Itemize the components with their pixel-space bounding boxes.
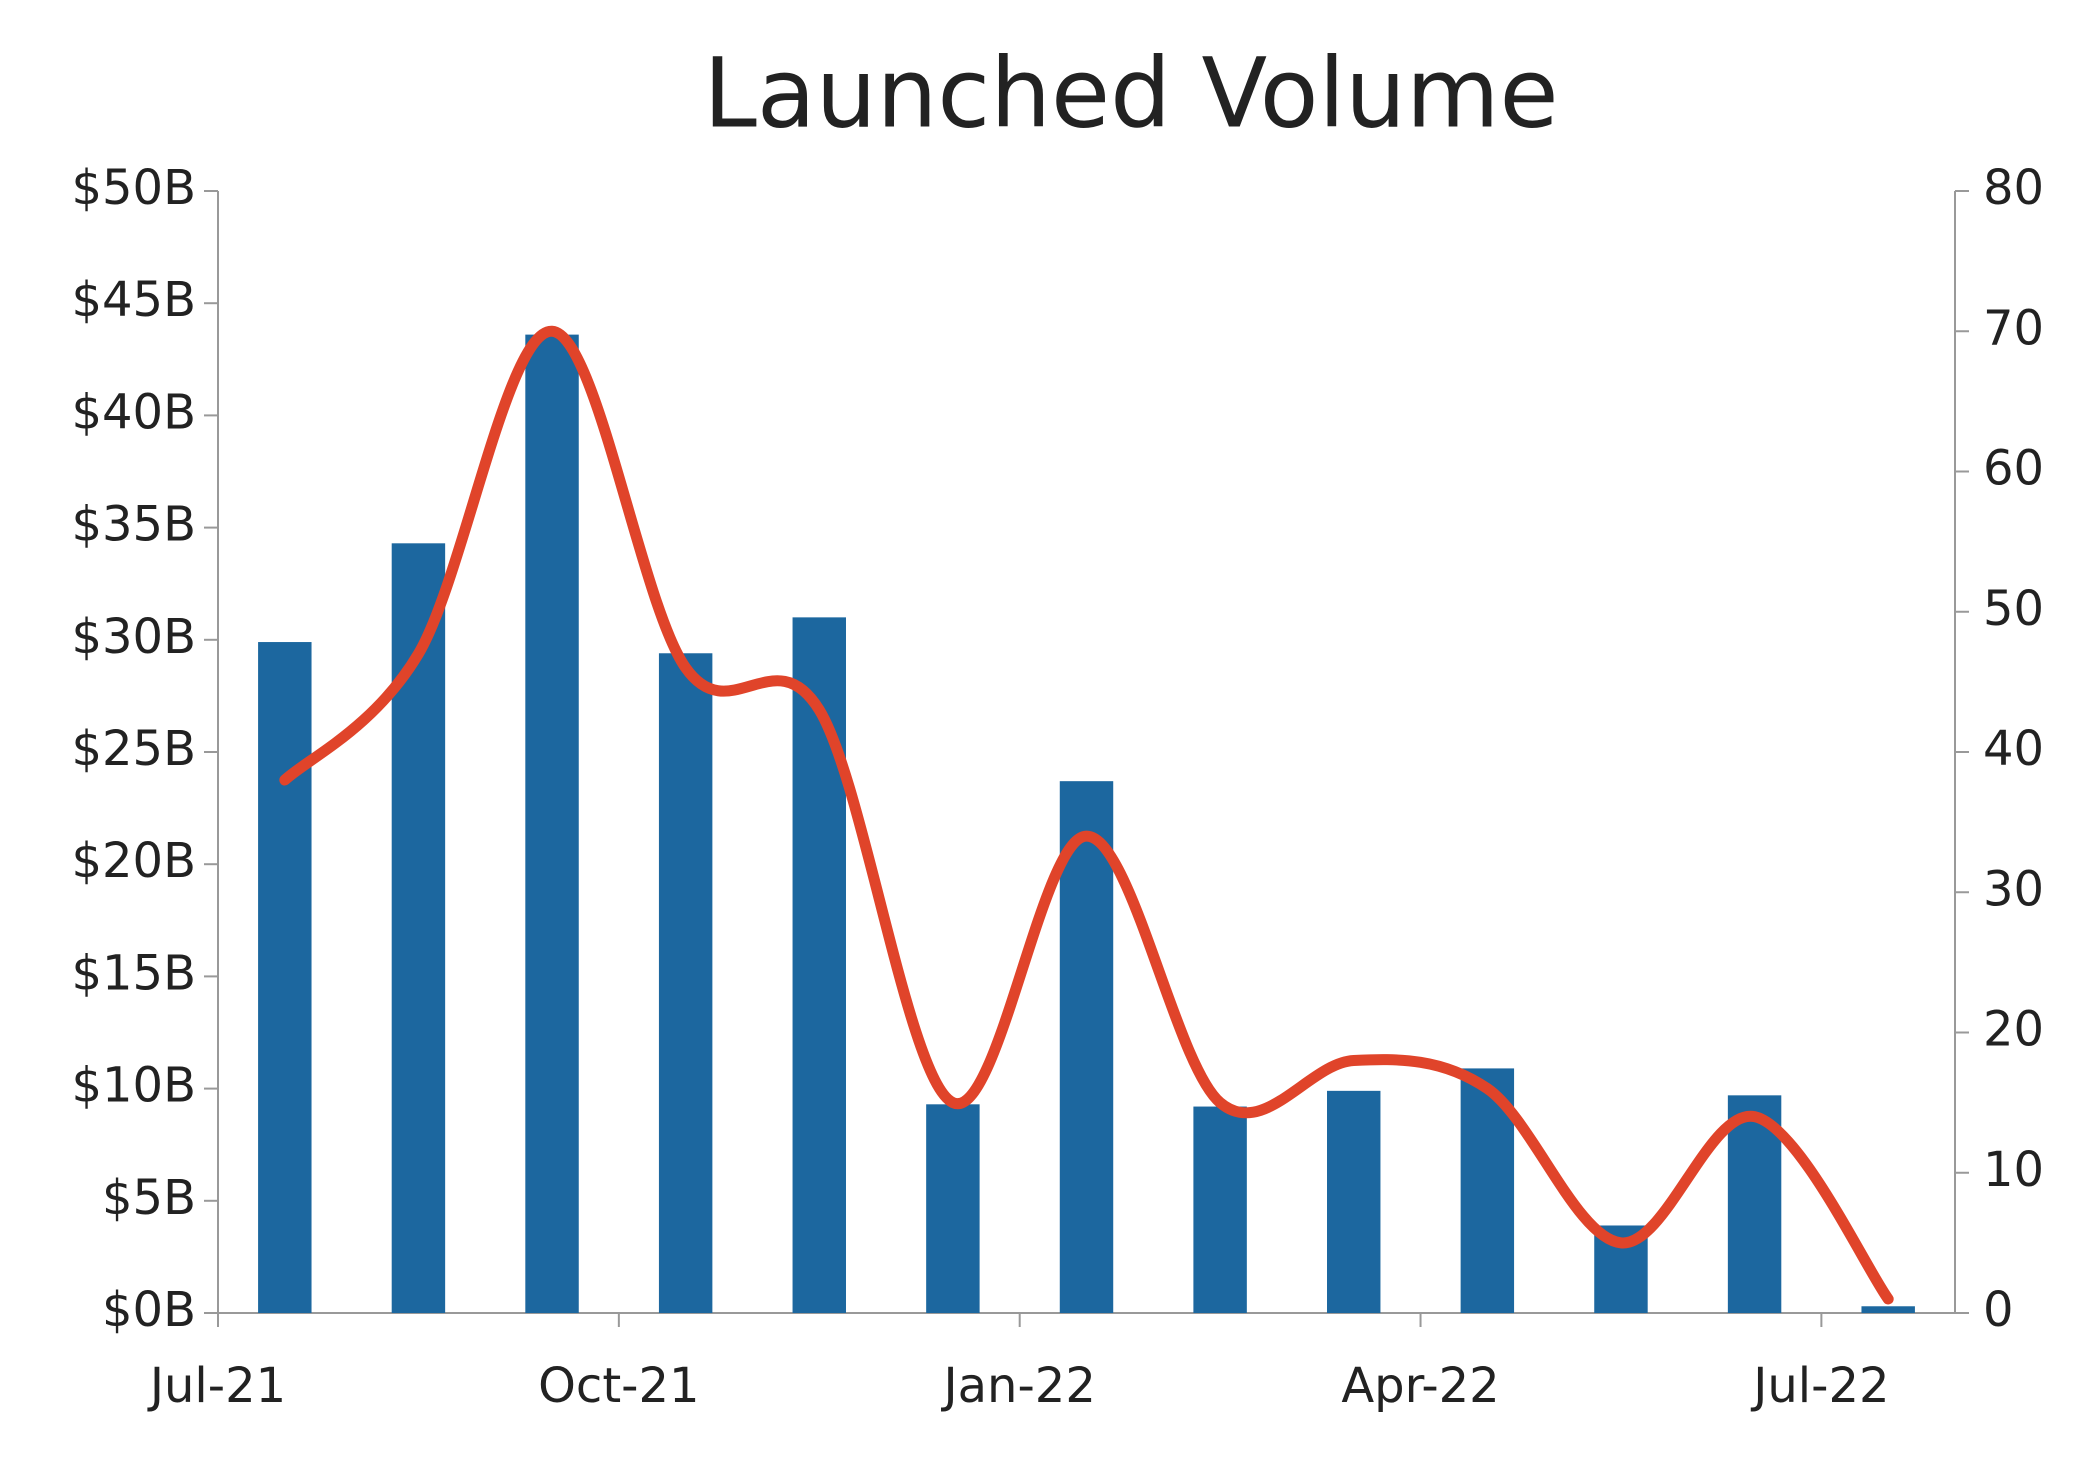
y2-tick-label: 30 — [1983, 861, 2044, 917]
y-tick-label: $0B — [102, 1282, 196, 1338]
x-tick-label: Jul-21 — [147, 1358, 286, 1414]
y2-tick-label: 50 — [1983, 581, 2044, 637]
y-tick-label: $35B — [71, 497, 196, 553]
y-tick-label: $30B — [71, 609, 196, 665]
bar — [1861, 1306, 1915, 1313]
chart-title: Launched Volume — [703, 37, 1558, 149]
y-tick-label: $45B — [71, 272, 196, 328]
x-tick-label: Apr-22 — [1341, 1358, 1499, 1414]
y2-tick-label: 20 — [1983, 1002, 2044, 1058]
y2-tick-label: 0 — [1983, 1282, 2014, 1338]
y-tick-label: $25B — [71, 721, 196, 777]
y2-tick-label: 70 — [1983, 300, 2044, 356]
x-tick-label: Oct-21 — [538, 1358, 699, 1414]
y-tick-label: $40B — [71, 384, 196, 440]
y2-tick-label: 80 — [1983, 160, 2044, 216]
y2-tick-label: 40 — [1983, 721, 2044, 777]
x-tick-label: Jul-22 — [1750, 1358, 1889, 1414]
y-tick-label: $10B — [71, 1058, 196, 1114]
bar — [1193, 1106, 1247, 1313]
bar — [792, 617, 846, 1313]
bar — [1327, 1090, 1381, 1313]
bar — [926, 1104, 980, 1313]
y-tick-label: $50B — [71, 160, 196, 216]
y2-tick-label: 60 — [1983, 441, 2044, 497]
y-tick-label: $15B — [71, 945, 196, 1001]
x-tick-label: Jan-22 — [940, 1358, 1095, 1414]
line — [279, 325, 1894, 1305]
bar — [258, 642, 312, 1313]
y2-tick-label: 10 — [1983, 1142, 2044, 1198]
y-tick-label: $5B — [102, 1170, 196, 1226]
bar — [525, 334, 579, 1314]
bar — [658, 653, 713, 1313]
bar — [1059, 781, 1114, 1313]
y-tick-label: $20B — [71, 833, 196, 889]
